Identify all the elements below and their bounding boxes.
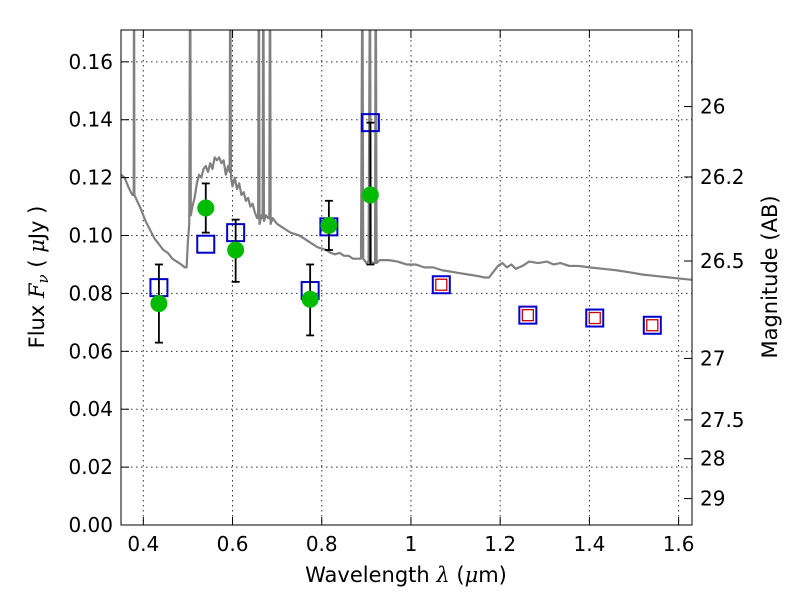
right-axis-title: Magnitude (AB)	[758, 195, 782, 358]
y-axis-title-subscript: ν	[34, 274, 52, 283]
observed-flux-point	[302, 291, 318, 307]
mag-tick-label: 27.5	[700, 408, 745, 432]
x-axis-title-prefix: Wavelength	[305, 563, 436, 587]
x-axis-title-symbol: λ	[435, 563, 449, 587]
observed-flux-point	[228, 242, 244, 258]
tick-labels: 0.4 0.6 0.8 1 1.2 1.4 1.6 0.00 0.02 0.04 0.06 0.08 0…	[68, 50, 744, 556]
grid	[121, 30, 692, 525]
y-tick-label: 0.10	[68, 224, 113, 248]
x-axis-title-unit-open: (	[450, 563, 465, 587]
observed-flux-point	[198, 200, 214, 216]
nir-photometry-square	[647, 320, 658, 331]
mag-tick-label: 26.2	[700, 165, 745, 189]
y-axis-title-prefix: Flux	[25, 298, 49, 348]
sed-chart: 0.4 0.6 0.8 1 1.2 1.4 1.6 0.00 0.02 0.04 0.06 0.08 0…	[0, 0, 800, 600]
x-tick-label: 1.6	[663, 532, 695, 556]
x-axis-title: Wavelength λ (μm)	[305, 563, 507, 587]
x-tick-label: 0.4	[127, 532, 159, 556]
y-tick-label: 0.08	[68, 281, 113, 305]
y-tick-label: 0.06	[68, 339, 113, 363]
y-tick-label: 0.12	[68, 166, 113, 190]
nir-photometry-square	[436, 279, 447, 290]
mag-tick-label: 26.5	[700, 249, 745, 273]
y-axis-title-unit-close: Jy )	[25, 206, 49, 242]
mag-tick-label: 28	[700, 447, 725, 471]
y-axis-title-symbol: F	[25, 282, 49, 299]
x-tick-label: 1.2	[484, 532, 516, 556]
observed-flux-point	[321, 217, 337, 233]
observed-flux-point	[151, 296, 167, 312]
model-spectrum-line	[121, 18, 692, 279]
y-axis-title: Flux Fν ( μJy )	[25, 206, 52, 349]
mag-tick-label: 29	[700, 487, 725, 511]
x-tick-label: 1	[405, 532, 418, 556]
x-tick-label: 0.6	[217, 532, 249, 556]
observed-flux-point	[362, 187, 378, 203]
y-axis-title-unit-open: (	[25, 253, 49, 275]
y-tick-label: 0.00	[68, 513, 113, 537]
ticks	[121, 30, 692, 525]
mag-tick-label: 26	[700, 95, 725, 119]
y-axis-title-unit-mu: μ	[25, 239, 49, 253]
y-tick-label: 0.16	[68, 50, 113, 74]
nir-photometry-square	[522, 310, 533, 321]
y-tick-label: 0.04	[68, 397, 113, 421]
x-tick-label: 1.4	[573, 532, 605, 556]
plot-frame	[121, 30, 692, 525]
plot-area	[121, 18, 692, 342]
x-axis-title-unit-close: m)	[478, 563, 507, 587]
x-axis-title-unit-mu: μ	[465, 563, 479, 587]
y-tick-label: 0.02	[68, 455, 113, 479]
x-tick-label: 0.8	[306, 532, 338, 556]
nir-photometry-square	[589, 313, 600, 324]
y-tick-label: 0.14	[68, 108, 113, 132]
mag-tick-label: 27	[700, 346, 725, 370]
model-photometry-square	[197, 236, 214, 253]
